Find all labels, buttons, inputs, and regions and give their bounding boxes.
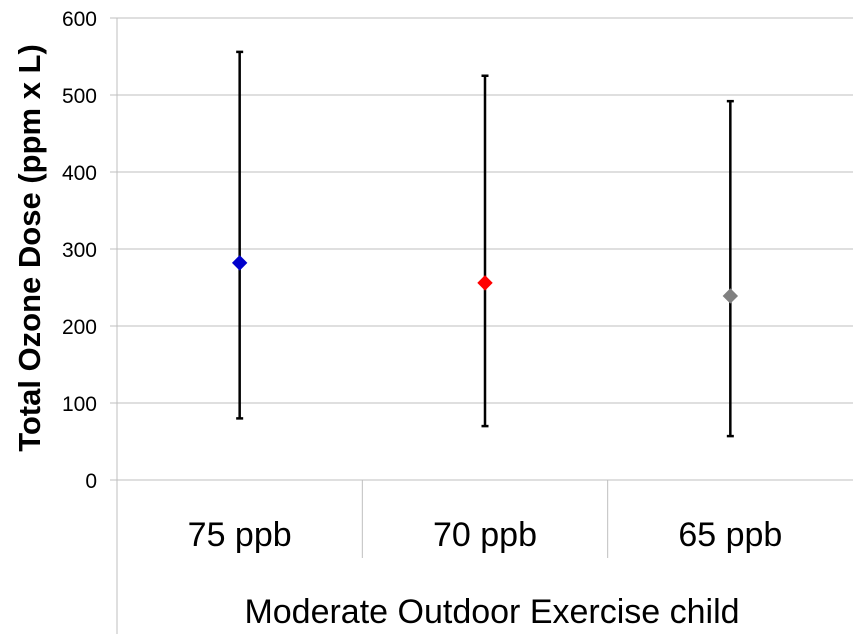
x-category-label: 75 ppb [188,516,292,554]
data-point-diamond [722,288,739,304]
x-category-label: 65 ppb [678,516,782,554]
y-tick-label: 500 [62,85,97,108]
gridlines [110,17,853,481]
y-tick-label: 0 [85,470,97,493]
y-tick-label: 100 [62,393,97,416]
y-axis-label: Total Ozone Dose (ppm x L) [12,44,47,452]
y-tick-labels: 0 100 200 300 400 500 600 [62,8,97,493]
axes [116,18,609,634]
x-axis-label: Moderate Outdoor Exercise child [244,593,739,631]
x-category-labels: 75 ppb 70 ppb 65 ppb [188,516,783,554]
data-point-diamond [477,275,493,291]
data-point-diamond [231,255,248,271]
y-tick-label: 300 [62,239,97,262]
data-points [231,255,739,304]
error-bars [236,50,734,438]
y-tick-label: 400 [62,162,97,185]
y-tick-label: 600 [62,8,97,31]
y-tick-label: 200 [62,316,97,339]
x-category-label: 70 ppb [433,516,537,554]
